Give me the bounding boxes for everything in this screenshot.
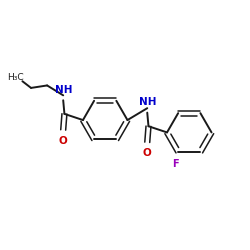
Text: F: F	[172, 158, 178, 168]
Text: O: O	[143, 148, 152, 158]
Text: NH: NH	[55, 85, 72, 95]
Text: H₃C: H₃C	[7, 73, 24, 82]
Text: NH: NH	[138, 97, 156, 107]
Text: O: O	[59, 136, 68, 146]
